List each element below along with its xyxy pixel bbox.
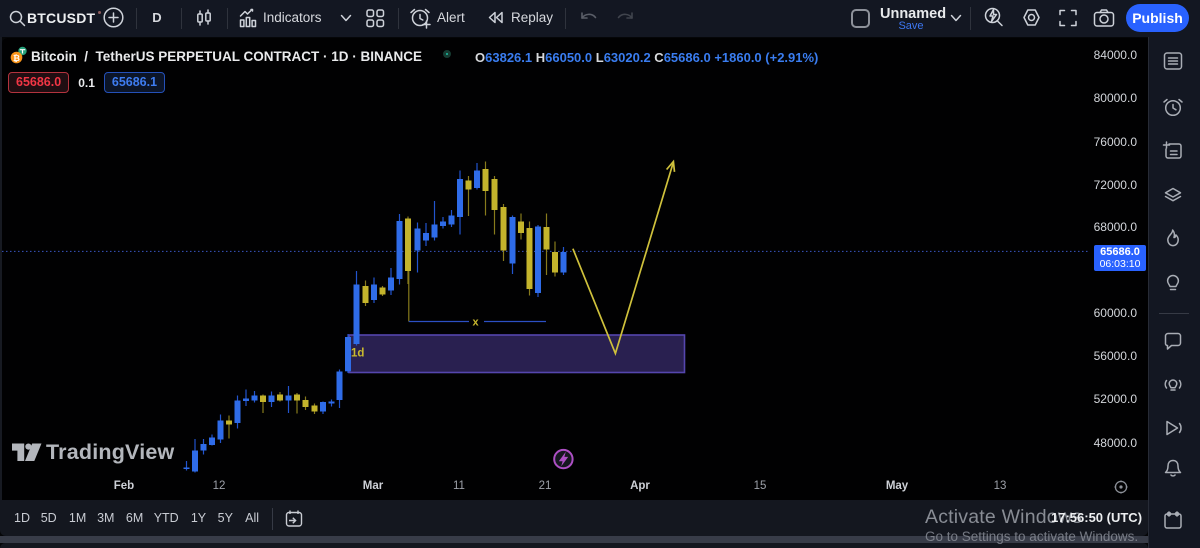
svg-text:x: x: [473, 317, 480, 329]
svg-text:TradingView: TradingView: [46, 440, 175, 464]
svg-text:₿: ₿: [13, 53, 20, 63]
svg-text:1d: 1d: [351, 348, 364, 360]
